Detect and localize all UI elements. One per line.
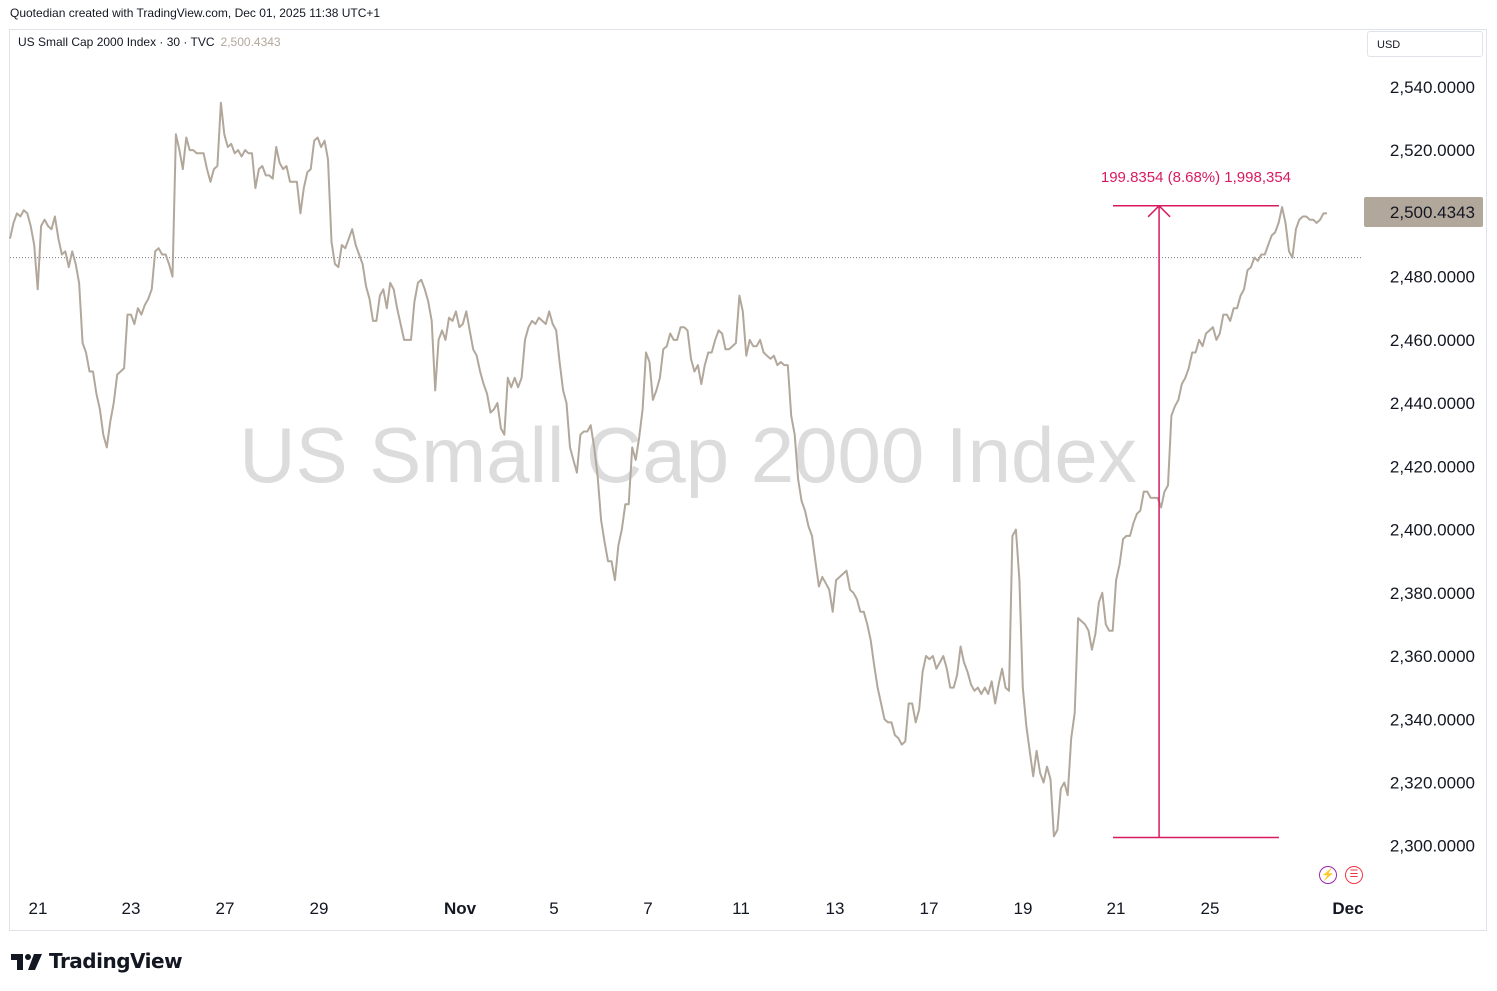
y-tick-label: 2,340.0000 [1390, 710, 1475, 729]
series-group [9, 101, 1327, 838]
time-axis[interactable]: 21 23 27 29 Nov 5 7 11 13 17 19 21 25 Dec [29, 899, 1364, 918]
x-tick-label: 5 [549, 899, 558, 918]
last-price-label: 2,500.4343 [1390, 203, 1475, 222]
y-tick-label: 2,380.0000 [1390, 584, 1475, 603]
y-tick-label: 2,540.0000 [1390, 78, 1475, 97]
chart-caption: Quotedian created with TradingView.com, … [10, 6, 381, 20]
x-tick-label: Nov [444, 899, 477, 918]
currency-selector[interactable]: USD [1367, 31, 1483, 57]
currency-label: USD [1377, 39, 1401, 51]
x-tick-label: 21 [1107, 899, 1126, 918]
x-tick-label: 23 [122, 899, 141, 918]
y-tick-label: 2,420.0000 [1390, 457, 1475, 476]
y-tick-label: 2,400.0000 [1390, 521, 1475, 540]
y-tick-label: 2,300.0000 [1390, 837, 1475, 856]
measure-arrow-head [1147, 204, 1171, 218]
measure-tool[interactable]: 199.8354 (8.68%) 1,998,354 [1101, 169, 1291, 839]
x-tick-label: 11 [732, 899, 750, 918]
y-tick-label: 2,360.0000 [1390, 647, 1475, 666]
y-tick-label: 2,460.0000 [1390, 331, 1475, 350]
watermark: US Small Cap 2000 Index [239, 411, 1137, 499]
x-tick-label: 19 [1014, 899, 1033, 918]
tradingview-logo-icon [11, 954, 42, 970]
symbol-text: US Small Cap 2000 Index · 30 · TVC [18, 35, 215, 49]
brand-name: TradingView [49, 949, 183, 973]
x-tick-label: 13 [826, 899, 845, 918]
x-tick-label: 25 [1201, 899, 1220, 918]
y-tick-label: 2,440.0000 [1390, 394, 1475, 413]
price-axis[interactable]: 2,540.00002,520.00002,500.00002,480.0000… [1364, 78, 1483, 856]
x-tick-label: Dec [1332, 899, 1363, 918]
last-price-tag [1364, 197, 1483, 228]
price-series-line [9, 101, 1327, 838]
measure-label: 199.8354 (8.68%) 1,998,354 [1101, 169, 1291, 186]
x-tick-label: 27 [216, 899, 235, 918]
x-tick-label: 29 [310, 899, 329, 918]
legend-last-value: 2,500.4343 [220, 35, 281, 49]
y-tick-label: 2,480.0000 [1390, 268, 1475, 287]
chart-frame [9, 29, 1487, 931]
x-tick-label: 17 [920, 899, 939, 918]
y-tick-label: 2,320.0000 [1390, 774, 1475, 793]
symbol-legend[interactable]: US Small Cap 2000 Index · 30 · TVC 2,500.… [18, 35, 281, 49]
flag-icon[interactable]: ☰ [1345, 866, 1363, 884]
x-tick-label: 21 [29, 899, 48, 918]
x-tick-label: 7 [643, 899, 652, 918]
tradingview-logo[interactable]: TradingView [11, 949, 183, 973]
y-tick-label: 2,520.0000 [1390, 141, 1475, 160]
lightning-icon[interactable]: ⚡ [1319, 866, 1337, 884]
